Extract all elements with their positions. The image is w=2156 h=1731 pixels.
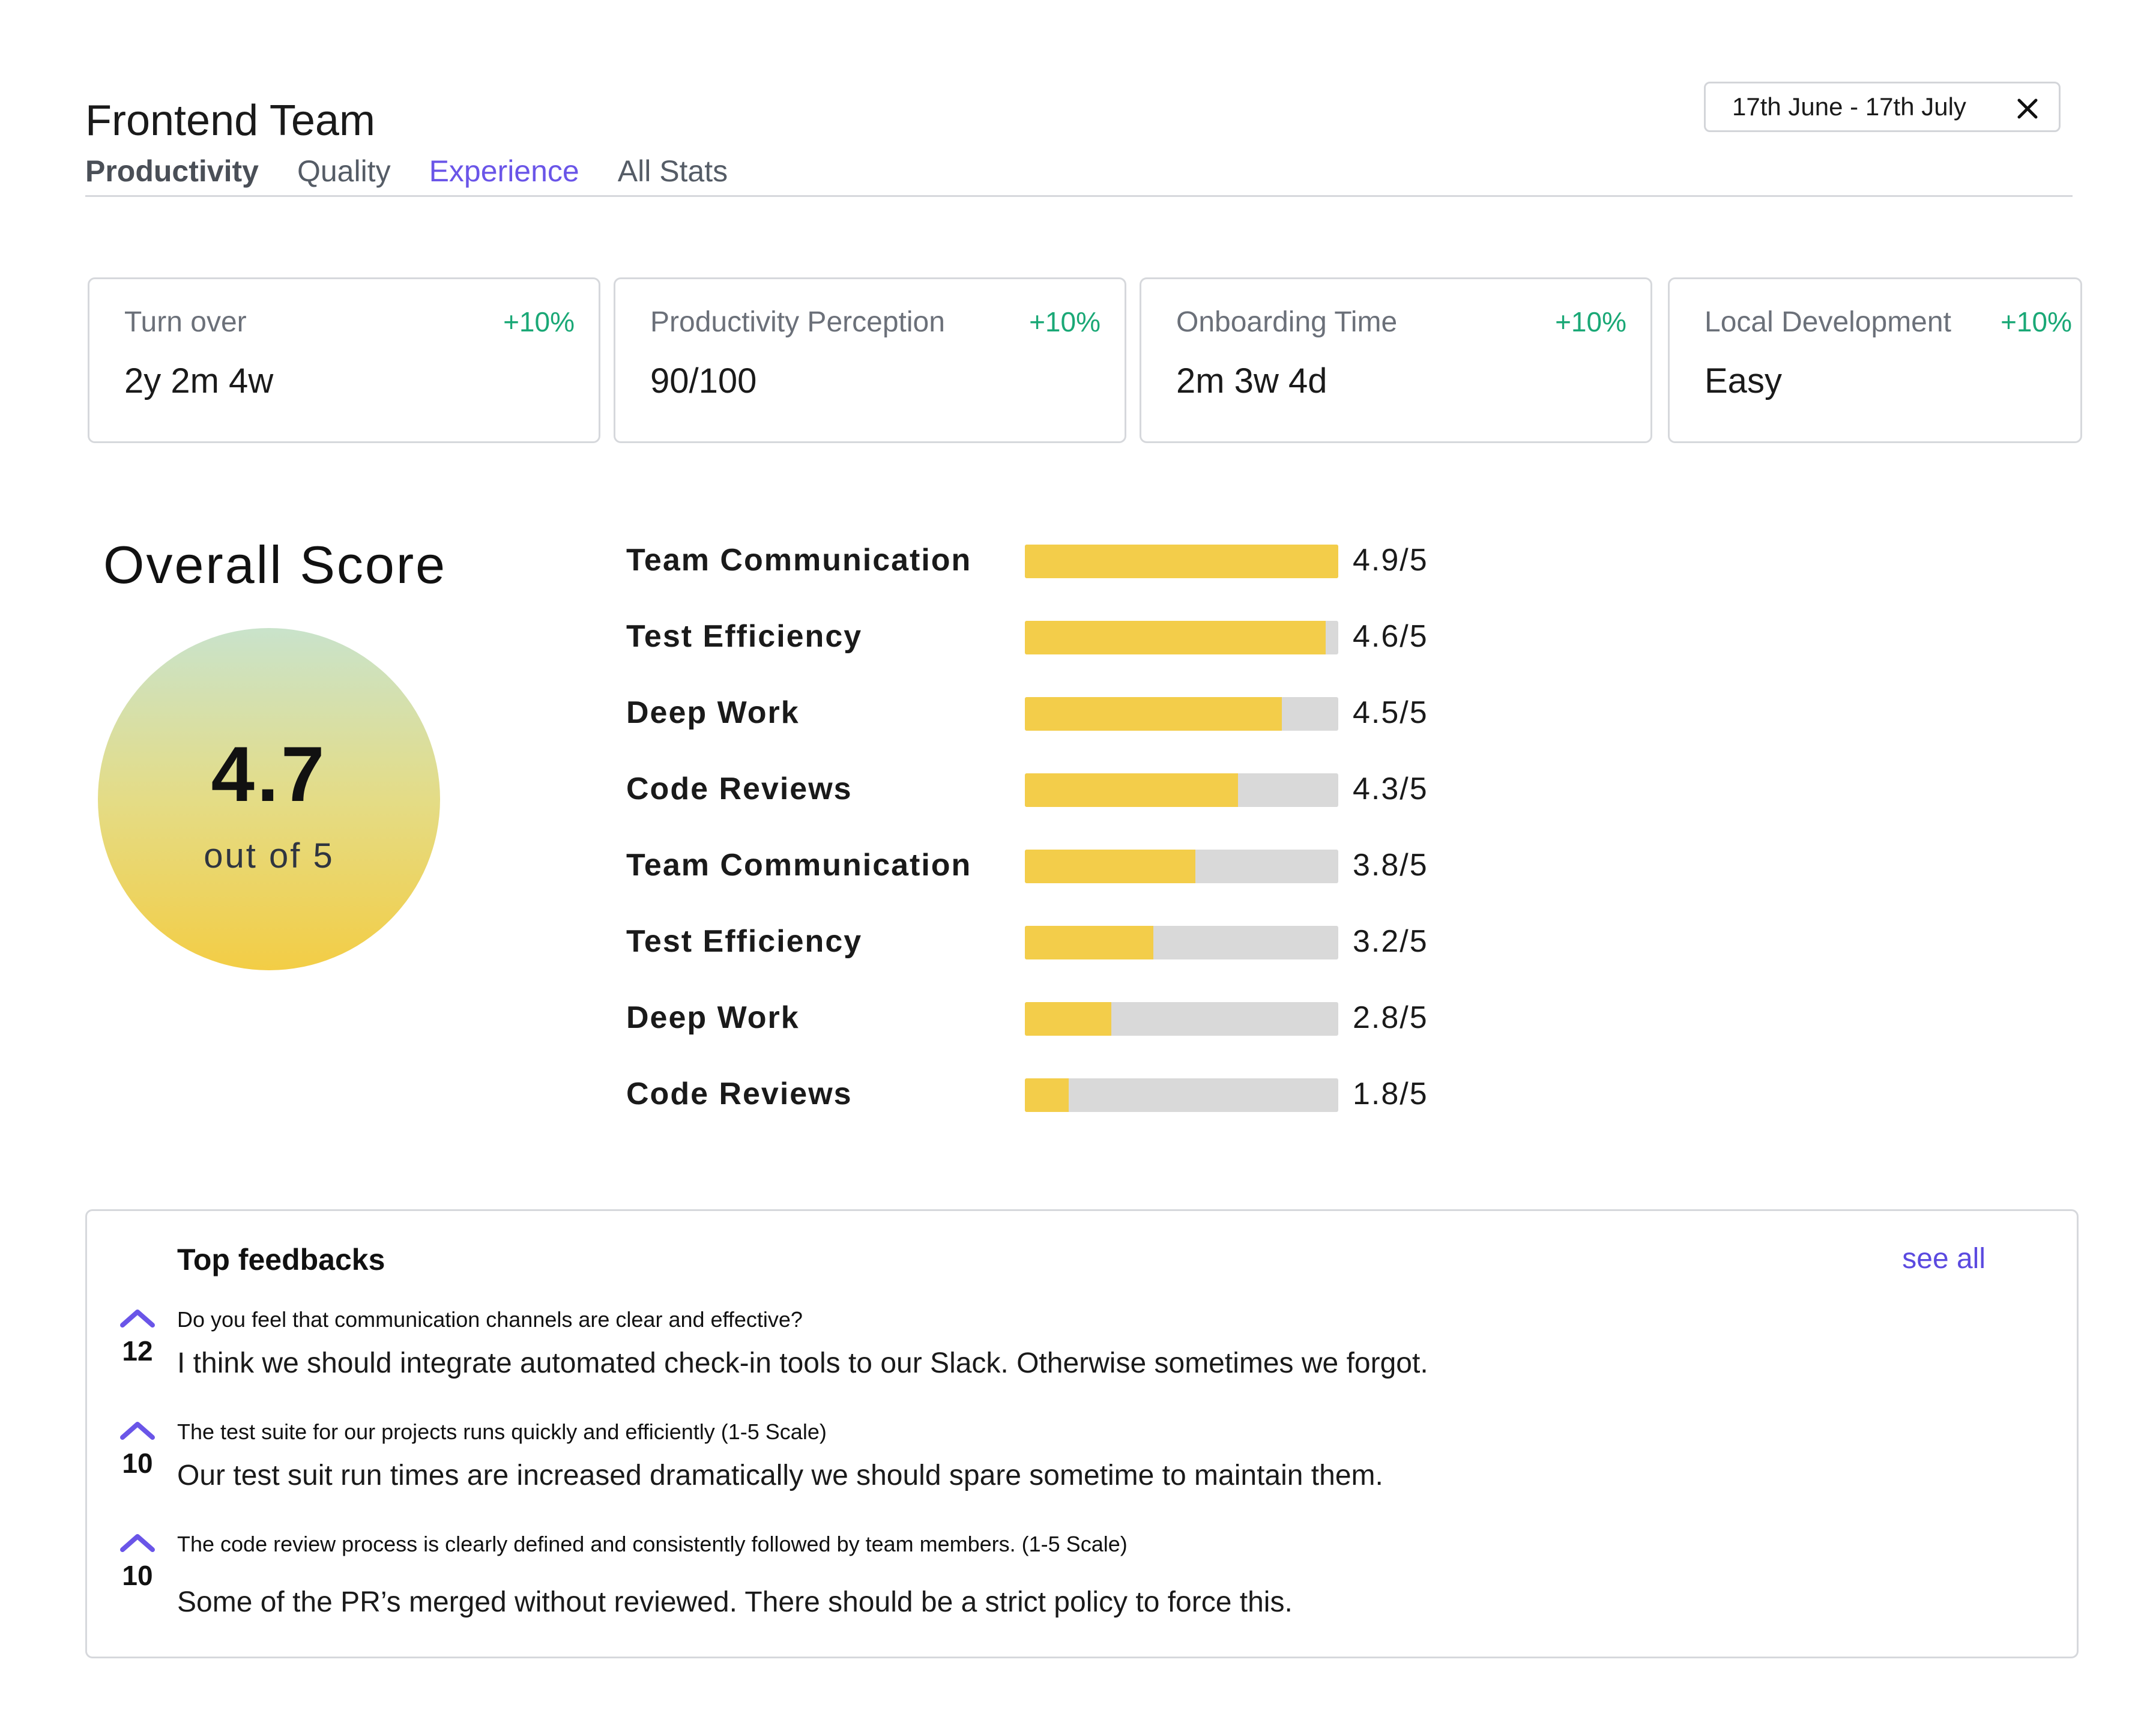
tab-quality[interactable]: Quality — [297, 154, 391, 188]
score-value: 3.2/5 — [1353, 924, 1428, 959]
score-value: 1.8/5 — [1353, 1077, 1428, 1111]
stat-change: +10% — [1029, 306, 1101, 337]
feedback-answer: Some of the PR’s merged without reviewed… — [177, 1586, 1293, 1618]
tab-all-stats[interactable]: All Stats — [617, 154, 728, 188]
page-title: Frontend Team — [85, 97, 375, 145]
score-bar-track — [1025, 545, 1338, 578]
score-label: Test Efficiency — [626, 619, 863, 654]
score-value: 3.8/5 — [1353, 848, 1428, 883]
score-bar-fill — [1025, 1078, 1069, 1112]
vote-count: 10 — [122, 1560, 153, 1591]
score-row: Team Communication 4.9/5 — [626, 542, 1467, 584]
tab-bar: Productivity Quality Experience All Stat… — [85, 154, 766, 189]
stat-card-turn-over: Turn over +10% 2y 2m 4w — [88, 277, 600, 443]
score-row: Test Efficiency 4.6/5 — [626, 618, 1467, 660]
score-value: 2.8/5 — [1353, 1000, 1428, 1035]
feedback-question: Do you feel that communication channels … — [177, 1307, 803, 1332]
feedback-answer: Our test suit run times are increased dr… — [177, 1460, 1383, 1491]
feedback-item: 10 The test suite for our projects runs … — [87, 1419, 2068, 1515]
feedback-title: Top feedbacks — [177, 1243, 385, 1276]
score-bar-fill — [1025, 697, 1282, 731]
score-bar-fill — [1025, 850, 1196, 883]
score-bar-track — [1025, 1078, 1338, 1112]
score-bar-track — [1025, 850, 1338, 883]
stat-value: 2m 3w 4d — [1176, 361, 1327, 400]
score-row: Deep Work 2.8/5 — [626, 1000, 1467, 1042]
stat-label: Local Development — [1705, 306, 1951, 338]
score-bar-track — [1025, 621, 1338, 654]
score-bar-track — [1025, 1002, 1338, 1036]
stat-value: 90/100 — [650, 361, 757, 400]
feedback-item: 10 The code review process is clearly de… — [87, 1532, 2068, 1628]
header-divider — [85, 195, 2073, 197]
stat-value: 2y 2m 4w — [124, 361, 274, 400]
score-label: Test Efficiency — [626, 924, 863, 959]
score-value: 4.5/5 — [1353, 695, 1428, 730]
overall-score-value: 4.7 — [211, 730, 327, 818]
chevron-up-icon[interactable] — [119, 1307, 156, 1329]
score-bar-fill — [1025, 1002, 1111, 1036]
vote-box: 10 — [113, 1419, 162, 1479]
date-range-label: 17th June - 17th July — [1732, 92, 1966, 121]
feedback-question: The test suite for our projects runs qui… — [177, 1419, 827, 1444]
feedback-item: 12 Do you feel that communication channe… — [87, 1307, 2068, 1403]
feedback-answer: I think we should integrate automated ch… — [177, 1347, 1428, 1379]
score-row: Code Reviews 1.8/5 — [626, 1076, 1467, 1118]
stat-change: +10% — [2000, 306, 2072, 337]
score-label: Deep Work — [626, 695, 800, 730]
chevron-up-icon[interactable] — [119, 1419, 156, 1441]
stat-label: Onboarding Time — [1176, 306, 1398, 338]
stat-change: +10% — [1555, 306, 1626, 337]
score-value: 4.9/5 — [1353, 543, 1428, 578]
score-label: Code Reviews — [626, 1077, 853, 1111]
score-bar-fill — [1025, 621, 1326, 654]
vote-count: 12 — [122, 1335, 153, 1367]
close-icon[interactable] — [2014, 95, 2041, 122]
stat-value: Easy — [1705, 361, 1782, 400]
stat-card-onboarding-time: Onboarding Time +10% 2m 3w 4d — [1140, 277, 1652, 443]
score-label: Deep Work — [626, 1000, 800, 1035]
score-bar-fill — [1025, 926, 1154, 959]
stat-label: Turn over — [124, 306, 247, 338]
feedback-question: The code review process is clearly defin… — [177, 1532, 1128, 1556]
overall-score-circle: 4.7 out of 5 — [98, 628, 440, 970]
feedback-panel: Top feedbacks see all 12 Do you feel tha… — [85, 1209, 2079, 1658]
score-row: Team Communication 3.8/5 — [626, 847, 1467, 889]
score-row: Test Efficiency 3.2/5 — [626, 923, 1467, 965]
overall-score-title: Overall Score — [103, 535, 447, 594]
stat-card-local-development: Local Development +10% Easy — [1668, 277, 2082, 443]
vote-box: 12 — [113, 1307, 162, 1367]
score-bar-track — [1025, 773, 1338, 807]
score-value: 4.3/5 — [1353, 772, 1428, 806]
vote-box: 10 — [113, 1532, 162, 1592]
score-label: Team Communication — [626, 543, 972, 578]
score-bar-track — [1025, 697, 1338, 731]
date-range-filter[interactable]: 17th June - 17th July — [1704, 82, 2061, 132]
chevron-up-icon[interactable] — [119, 1532, 156, 1553]
score-value: 4.6/5 — [1353, 619, 1428, 654]
stat-card-productivity-perception: Productivity Perception +10% 90/100 — [614, 277, 1126, 443]
see-all-link[interactable]: see all — [1902, 1243, 1985, 1275]
score-bar-fill — [1025, 545, 1338, 578]
score-row: Deep Work 4.5/5 — [626, 695, 1467, 737]
score-bar-track — [1025, 926, 1338, 959]
score-row: Code Reviews 4.3/5 — [626, 771, 1467, 813]
stat-change: +10% — [503, 306, 575, 337]
tab-productivity[interactable]: Productivity — [85, 154, 259, 188]
score-bar-fill — [1025, 773, 1238, 807]
score-label: Team Communication — [626, 848, 972, 883]
vote-count: 10 — [122, 1448, 153, 1479]
tab-experience[interactable]: Experience — [429, 154, 579, 188]
score-label: Code Reviews — [626, 772, 853, 806]
overall-score-subtitle: out of 5 — [204, 836, 334, 875]
stat-label: Productivity Perception — [650, 306, 945, 338]
